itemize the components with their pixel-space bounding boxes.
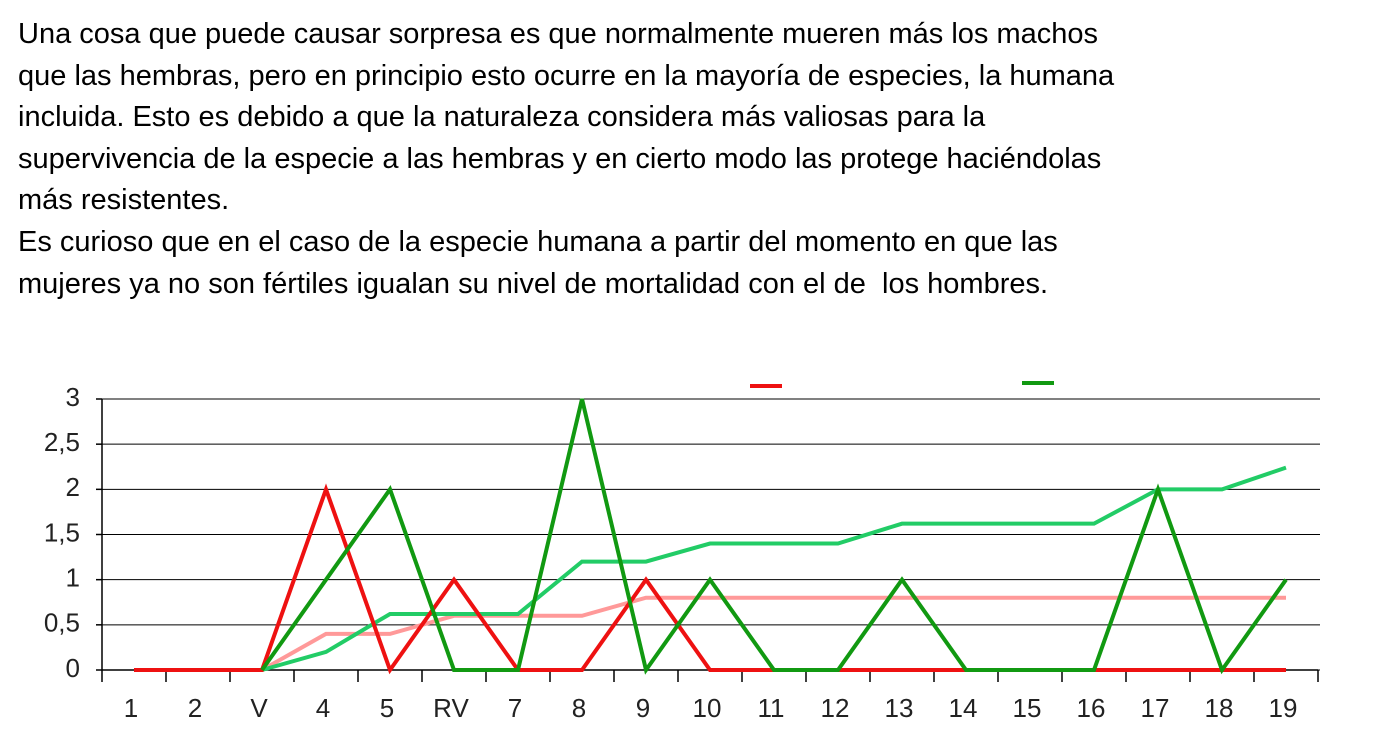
x-tick-label: 19: [1269, 693, 1298, 723]
x-tick-label: 2: [188, 693, 202, 723]
x-tick-label: 15: [1013, 693, 1042, 723]
x-tick-label: V: [250, 693, 268, 723]
y-tick-label: 0: [66, 653, 80, 683]
y-tick-label: 0,5: [44, 608, 80, 638]
x-tick-label: RV: [433, 693, 469, 723]
y-tick-label: 3: [66, 382, 80, 412]
x-tick-label: 10: [693, 693, 722, 723]
x-tick-label: 1: [124, 693, 138, 723]
x-tick-label: 9: [636, 693, 650, 723]
x-tick-label: 11: [758, 693, 785, 723]
x-tick-label: 18: [1205, 693, 1234, 723]
x-tick-label: 16: [1077, 693, 1106, 723]
x-tick-label: 7: [508, 693, 522, 723]
series-line: [260, 398, 1288, 675]
x-tick-label: 12: [821, 693, 850, 723]
x-tick-label: 4: [316, 693, 330, 723]
x-tick-label: 17: [1141, 693, 1170, 723]
x-tick-label: 5: [380, 693, 394, 723]
x-tick-label: 13: [885, 693, 914, 723]
text-line: incluida. Esto es debido a que la natura…: [18, 101, 986, 134]
text-line: más resistentes.: [18, 184, 230, 217]
x-tick-label: 14: [949, 693, 978, 723]
text-line: Es curioso que en el caso de la especie …: [18, 225, 1058, 258]
series-line: [261, 595, 1286, 672]
text-line: mujeres ya no son fértiles igualan su ni…: [18, 267, 1049, 300]
y-tick-label: 1: [66, 563, 80, 593]
text-line: que las hembras, pero en principio esto …: [18, 59, 1115, 92]
paragraph: Una cosa que puede causar sorpresa es qu…: [18, 14, 1114, 305]
series-line: [261, 465, 1287, 672]
x-tick-label: 8: [572, 693, 586, 723]
text-line: supervivencia de la especie a las hembra…: [18, 142, 1102, 175]
y-tick-label: 2,5: [44, 427, 80, 457]
y-tick-label: 2: [66, 472, 80, 502]
text-line: Una cosa que puede causar sorpresa es qu…: [18, 18, 1099, 50]
y-tick-label: 1,5: [44, 517, 80, 547]
